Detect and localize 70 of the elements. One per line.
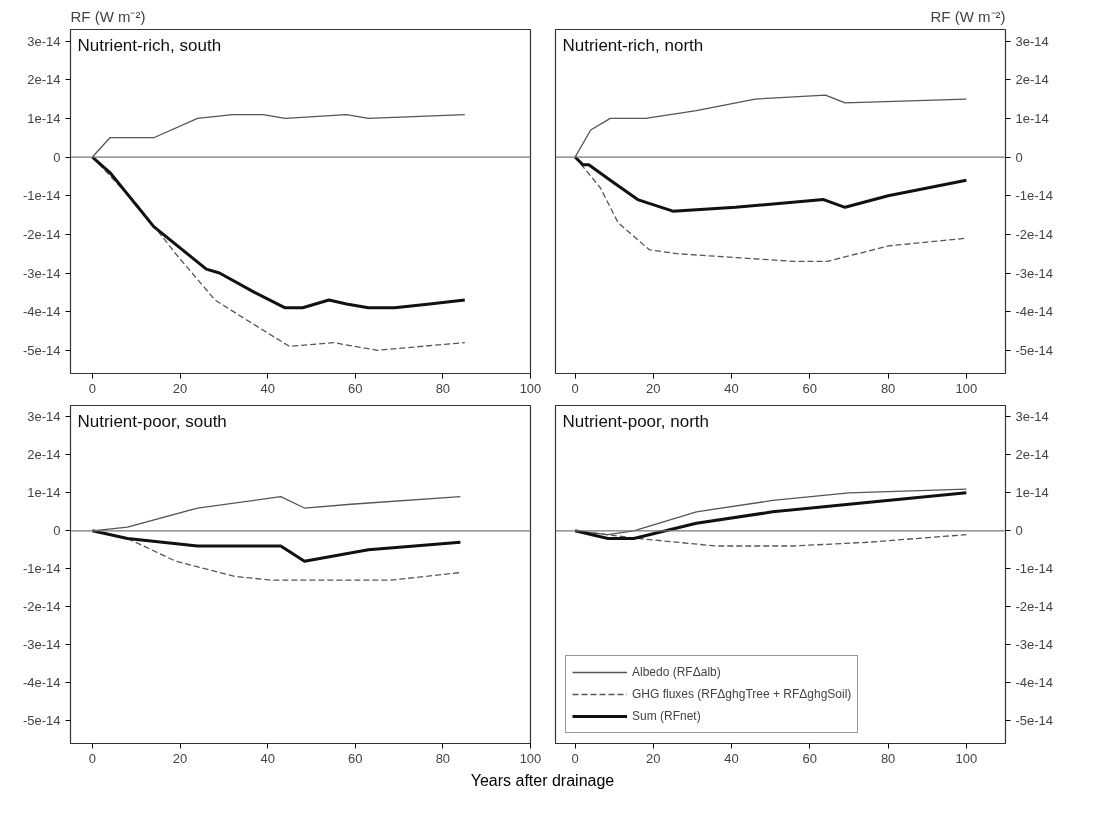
y2-tick-label: 3e-14 — [1015, 409, 1049, 425]
y2-tick-label: -1e-14 — [1015, 188, 1054, 204]
y2-tick-label: -4e-14 — [1015, 675, 1054, 691]
x-tick-label: 40 — [724, 380, 739, 396]
chart-title: Nutrient-poor, south — [77, 411, 227, 431]
y2-tick-label: 3e-14 — [1015, 33, 1049, 49]
y2-tick-label: 1e-14 — [1015, 110, 1049, 126]
x-tick-label: 20 — [646, 380, 661, 396]
legend-label: GHG fluxes (RFΔghgTree + RFΔghgSoil) — [632, 687, 852, 701]
x-tick-label: 80 — [435, 750, 451, 766]
x-axis-title: Years after drainage — [470, 771, 615, 791]
y-axis-title: RF (W m⁻²) — [70, 7, 146, 25]
legend-label: Albedo (RFΔalb) — [632, 665, 721, 679]
x-tick-label: 80 — [880, 380, 896, 396]
x-tick-label: 0 — [571, 380, 579, 396]
x-tick-label: 100 — [519, 750, 542, 766]
y2-tick-label: 0 — [1015, 523, 1023, 539]
x-tick-label: 40 — [260, 750, 275, 766]
y2-tick-label: -5e-14 — [1015, 713, 1054, 729]
y2-tick-label: -5e-14 — [1015, 342, 1054, 358]
y2-tick-label: -1e-14 — [1015, 561, 1054, 577]
y-tick-label: -2e-14 — [22, 226, 61, 242]
y-tick-label: -5e-14 — [22, 342, 61, 358]
x-tick-label: 0 — [571, 750, 579, 766]
y-tick-label: 1e-14 — [27, 485, 61, 501]
x-tick-label: 80 — [880, 750, 896, 766]
x-tick-label: 0 — [88, 380, 97, 396]
y-tick-label: 2e-14 — [27, 447, 61, 463]
x-tick-label: 20 — [646, 750, 661, 766]
y2-tick-label: 2e-14 — [1015, 447, 1049, 463]
y-tick-label: -2e-14 — [22, 599, 61, 615]
y2-axis-title: RF (W m⁻²) — [930, 7, 1006, 25]
legend-label: Sum (RFnet) — [632, 709, 701, 723]
y2-tick-label: 2e-14 — [1015, 72, 1049, 88]
x-tick-label: 20 — [172, 380, 188, 396]
y-tick-label: -4e-14 — [22, 304, 61, 320]
y-tick-label: 0 — [53, 523, 61, 539]
y-tick-label: 2e-14 — [27, 72, 61, 88]
y-tick-label: 0 — [53, 149, 61, 165]
y2-tick-label: -2e-14 — [1015, 226, 1054, 242]
y2-tick-label: -3e-14 — [1015, 637, 1054, 653]
chart-title: Nutrient-rich, north — [562, 35, 704, 55]
x-tick-label: 60 — [802, 380, 818, 396]
x-tick-label: 0 — [88, 750, 97, 766]
x-tick-label: 100 — [519, 380, 542, 396]
y-tick-label: -4e-14 — [22, 675, 61, 691]
y2-tick-label: 1e-14 — [1015, 485, 1049, 501]
y2-tick-label: -2e-14 — [1015, 599, 1054, 615]
y2-tick-label: 0 — [1015, 149, 1023, 165]
chart-title: Nutrient-rich, south — [77, 35, 222, 55]
y-tick-label: -3e-14 — [22, 637, 61, 653]
x-tick-label: 20 — [172, 750, 188, 766]
x-tick-label: 60 — [802, 750, 818, 766]
x-tick-label: 60 — [348, 380, 363, 396]
y-tick-label: 1e-14 — [27, 110, 61, 126]
chart-title: Nutrient-poor, north — [562, 411, 709, 431]
y-tick-label: -3e-14 — [22, 265, 61, 281]
y-tick-label: -1e-14 — [22, 561, 61, 577]
y-tick-label: -1e-14 — [22, 188, 61, 204]
y2-tick-label: -4e-14 — [1015, 304, 1054, 320]
y-tick-label: 3e-14 — [27, 33, 61, 49]
y2-tick-label: -3e-14 — [1015, 265, 1054, 281]
x-tick-label: 80 — [435, 380, 451, 396]
x-tick-label: 100 — [955, 380, 978, 396]
x-tick-label: 40 — [260, 380, 275, 396]
x-tick-label: 60 — [348, 750, 363, 766]
y-tick-label: 3e-14 — [27, 409, 61, 425]
y-tick-label: -5e-14 — [22, 713, 61, 729]
x-tick-label: 100 — [955, 750, 978, 766]
x-tick-label: 40 — [724, 750, 739, 766]
